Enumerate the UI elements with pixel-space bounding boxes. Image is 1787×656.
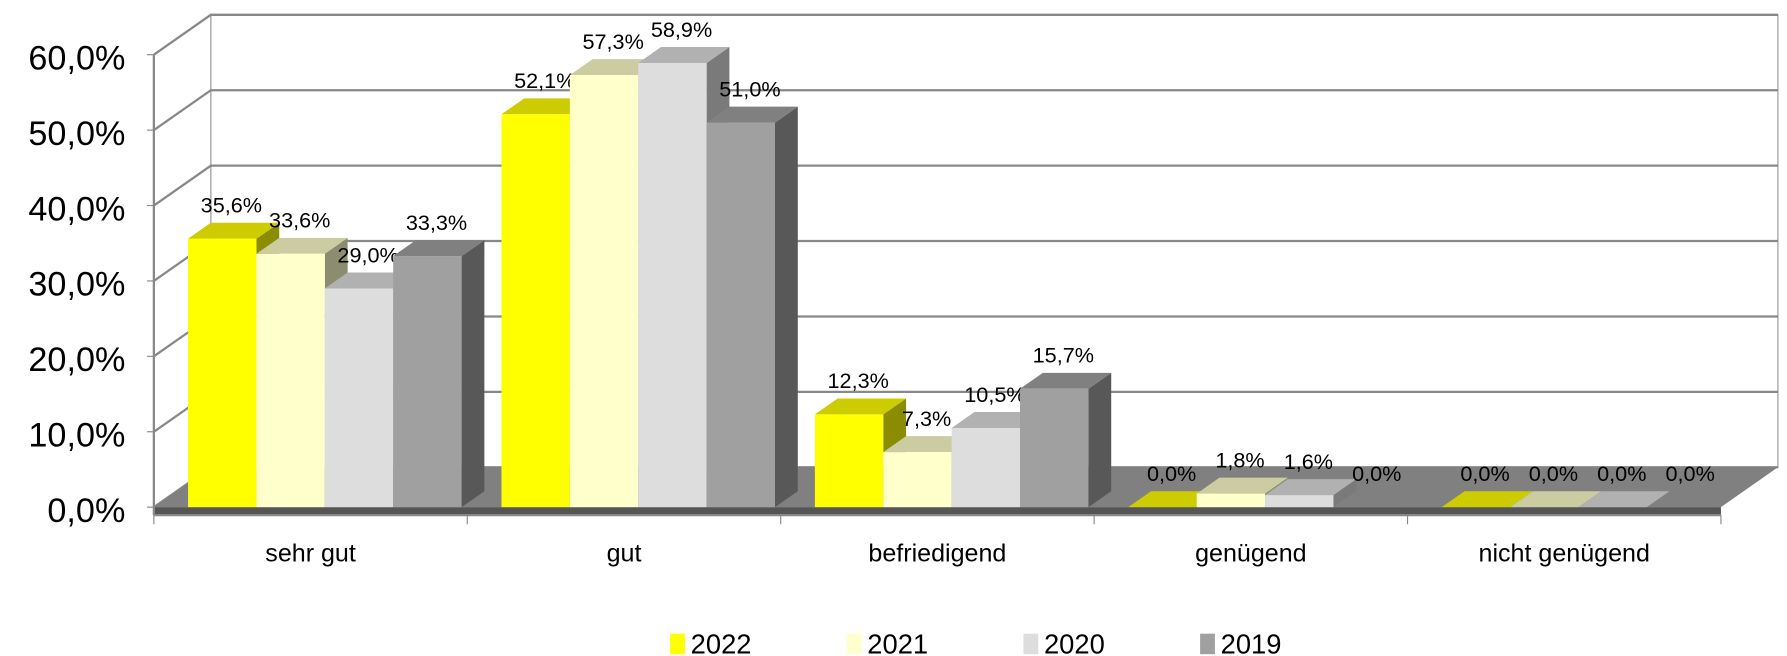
bar-top	[638, 47, 730, 64]
value-label: 12,3%	[828, 368, 889, 393]
legend-label: 2020	[1044, 628, 1105, 656]
legend-swatch	[1023, 633, 1039, 655]
bar-top	[706, 106, 798, 123]
value-label: 33,6%	[269, 208, 330, 233]
legend-swatch	[846, 633, 862, 655]
bar-top	[1510, 491, 1602, 508]
bar	[324, 288, 394, 508]
bar	[706, 122, 775, 508]
legend-swatch	[670, 633, 685, 655]
x-tick-label: befriedigend	[868, 540, 1006, 568]
value-label: 0,0%	[1529, 461, 1578, 486]
bar	[501, 114, 570, 508]
value-label: 35,6%	[201, 193, 262, 218]
value-label: 58,9%	[651, 17, 712, 42]
y-tick-label: 20,0%	[28, 341, 125, 379]
y-tick-label: 60,0%	[28, 39, 125, 77]
legend-label: 2021	[867, 628, 928, 656]
value-label: 15,7%	[1033, 343, 1094, 368]
y-tick-label: 40,0%	[28, 190, 125, 228]
value-label: 51,0%	[719, 76, 780, 101]
bar-side	[774, 106, 798, 508]
value-label: 0,0%	[1460, 461, 1509, 486]
bar	[1020, 388, 1089, 508]
bar-top	[1333, 491, 1425, 508]
plot: 0,0% 10,0% 20,0% 30,0% 40,0% 50,0% 60,0% sehr g…	[28, 13, 1779, 656]
value-label: 7,3%	[902, 406, 951, 431]
value-label: 29,0%	[337, 242, 398, 267]
value-label: 33,3%	[406, 210, 467, 235]
value-label: 10,5%	[964, 382, 1025, 407]
value-label: 1,6%	[1284, 449, 1333, 474]
bar	[1265, 495, 1334, 508]
value-label: 0,0%	[1352, 461, 1401, 486]
legend-label: 2022	[691, 628, 752, 656]
y-tick-label: 0,0%	[47, 492, 125, 530]
bar-top	[1196, 477, 1288, 494]
bar	[256, 253, 325, 508]
bar-top	[1578, 491, 1670, 508]
bar	[814, 414, 884, 508]
bar	[1196, 493, 1266, 508]
bar-top	[1265, 479, 1357, 496]
x-tick-label: gut	[607, 540, 642, 568]
x-tick-label: genügend	[1195, 540, 1307, 568]
value-label: 52,1%	[514, 68, 575, 93]
bar-side	[1333, 479, 1357, 508]
bar	[883, 452, 952, 508]
bar	[951, 427, 1021, 508]
y-tick-label: 50,0%	[28, 115, 125, 153]
legend-label: 2019	[1221, 628, 1282, 656]
value-label: 57,3%	[582, 29, 643, 54]
bar	[393, 256, 462, 508]
x-tick-label: sehr gut	[265, 540, 356, 568]
y-tick-label: 30,0%	[28, 266, 125, 304]
bar	[188, 238, 257, 508]
value-label: 0,0%	[1666, 461, 1715, 486]
grid-line	[153, 89, 1778, 132]
x-tick-label: nicht genügend	[1479, 540, 1650, 568]
bar-top	[393, 240, 485, 257]
bar-top	[1441, 491, 1533, 508]
legend-swatch	[1200, 633, 1215, 655]
value-label: 0,0%	[1147, 461, 1196, 486]
value-label: 1,8%	[1215, 447, 1264, 472]
value-label: 0,0%	[1597, 461, 1646, 486]
bar-top	[188, 222, 280, 239]
bar-side	[461, 240, 485, 508]
bar-top	[256, 237, 348, 254]
y-tick-label: 10,0%	[28, 416, 125, 454]
floor-edge	[153, 507, 1721, 516]
bar-top	[1020, 372, 1112, 389]
bar	[569, 75, 639, 508]
bar	[638, 63, 707, 508]
bar-top	[814, 398, 907, 415]
bar-side	[1088, 372, 1112, 508]
grid-line	[153, 13, 1778, 56]
bar-top	[1646, 491, 1739, 508]
grid-line	[153, 164, 1778, 207]
